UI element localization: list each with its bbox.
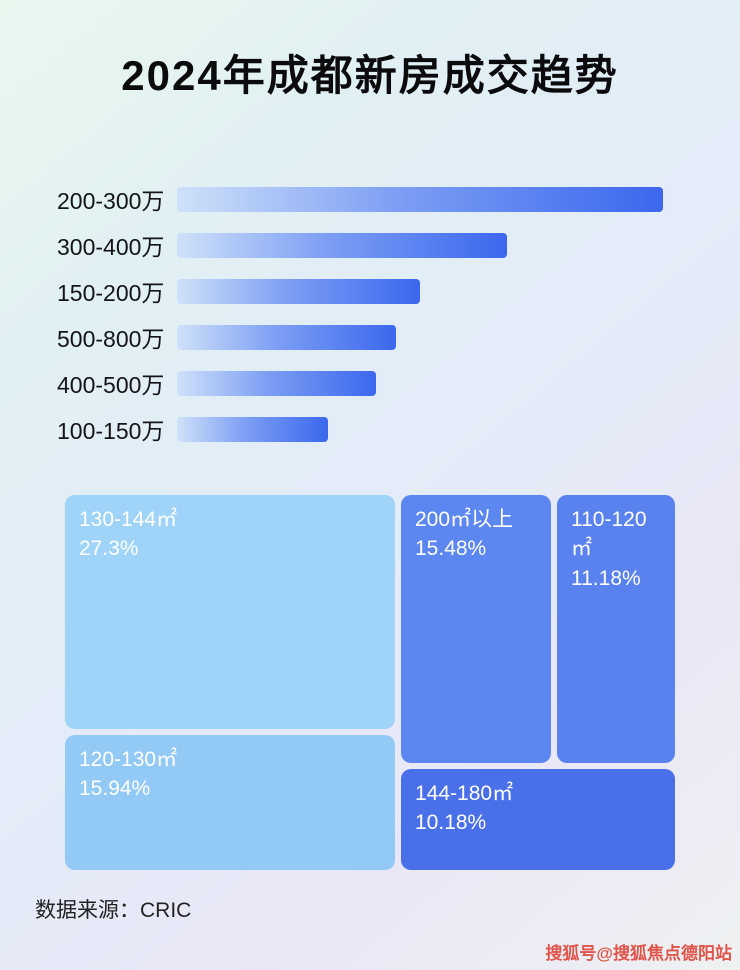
bar-category-label: 150-200万: [57, 280, 165, 306]
bar-track: [177, 186, 663, 212]
bar-track: [177, 416, 663, 442]
bar-category-label: 200-300万: [57, 188, 165, 214]
treemap-label: 120-130㎡: [79, 748, 178, 771]
treemap-block-200-plus: 200㎡以上 15.48%: [401, 495, 551, 763]
bar-category-label: 500-800万: [57, 326, 165, 352]
treemap-label: 110-120㎡: [571, 508, 647, 561]
bar-category-label: 300-400万: [57, 234, 165, 260]
treemap-percent: 15.94%: [79, 777, 151, 801]
price-range-bar-chart: 200-300万 300-400万 150-200万 500-800万 400-500万…: [57, 186, 663, 462]
bar-row: 400-500万: [57, 370, 663, 398]
treemap-block-130-144: 130-144㎡ 27.3%: [65, 495, 395, 729]
data-source-label: 数据来源：CRIC: [35, 899, 192, 922]
watermark-text: 搜狐号@搜狐焦点德阳站: [545, 944, 732, 963]
bar-category-label: 400-500万: [57, 372, 165, 398]
bar: [177, 186, 663, 212]
treemap-block-110-120: 110-120㎡ 11.18%: [557, 495, 675, 763]
treemap-block-144-180: 144-180㎡ 10.18%: [401, 769, 675, 870]
bar: [177, 370, 377, 396]
bar-row: 100-150万: [57, 416, 663, 444]
area-share-treemap: 130-144㎡ 27.3% 120-130㎡ 15.94% 200㎡以上 15…: [65, 495, 675, 870]
treemap-label: 200㎡以上: [415, 508, 514, 531]
bar-track: [177, 370, 663, 396]
treemap-percent: 27.3%: [79, 537, 139, 561]
bar-track: [177, 324, 663, 350]
treemap-percent: 11.18%: [571, 566, 641, 590]
bar: [177, 232, 508, 258]
treemap-percent: 15.48%: [415, 537, 487, 561]
bar: [177, 278, 420, 304]
treemap-block-120-130: 120-130㎡ 15.94%: [65, 735, 395, 870]
treemap-percent: 10.18%: [415, 811, 487, 835]
bar: [177, 324, 396, 350]
bar-row: 300-400万: [57, 232, 663, 260]
treemap-label: 130-144㎡: [79, 508, 178, 531]
bar-track: [177, 232, 663, 258]
bar-row: 500-800万: [57, 324, 663, 352]
treemap-label: 144-180㎡: [415, 782, 514, 805]
bar-track: [177, 278, 663, 304]
bar-row: 150-200万: [57, 278, 663, 306]
bar-category-label: 100-150万: [57, 418, 165, 444]
bar: [177, 416, 328, 442]
page-title: 2024年成都新房成交趋势: [121, 52, 619, 99]
bar-row: 200-300万: [57, 186, 663, 214]
